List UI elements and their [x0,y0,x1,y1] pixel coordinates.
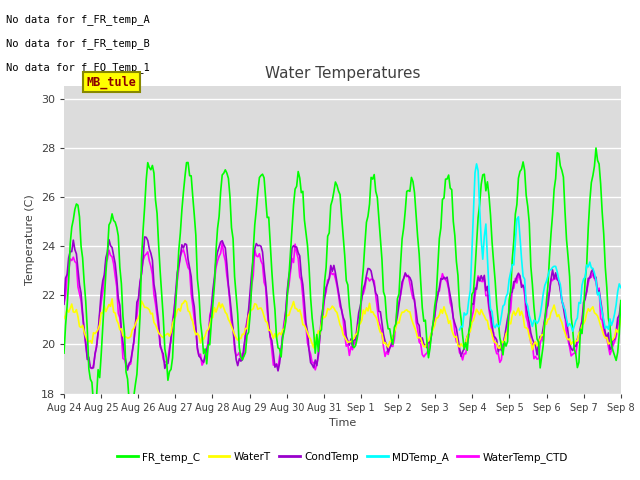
Title: Water Temperatures: Water Temperatures [265,66,420,81]
Text: MB_tule: MB_tule [86,75,136,89]
Text: No data for f_FO_Temp_1: No data for f_FO_Temp_1 [6,62,150,73]
Legend: FR_temp_C, WaterT, CondTemp, MDTemp_A, WaterTemp_CTD: FR_temp_C, WaterT, CondTemp, MDTemp_A, W… [113,448,572,467]
X-axis label: Time: Time [329,418,356,428]
Text: No data for f_FR_temp_A: No data for f_FR_temp_A [6,14,150,25]
Y-axis label: Temperature (C): Temperature (C) [25,194,35,286]
Text: No data for f_FR_temp_B: No data for f_FR_temp_B [6,38,150,49]
